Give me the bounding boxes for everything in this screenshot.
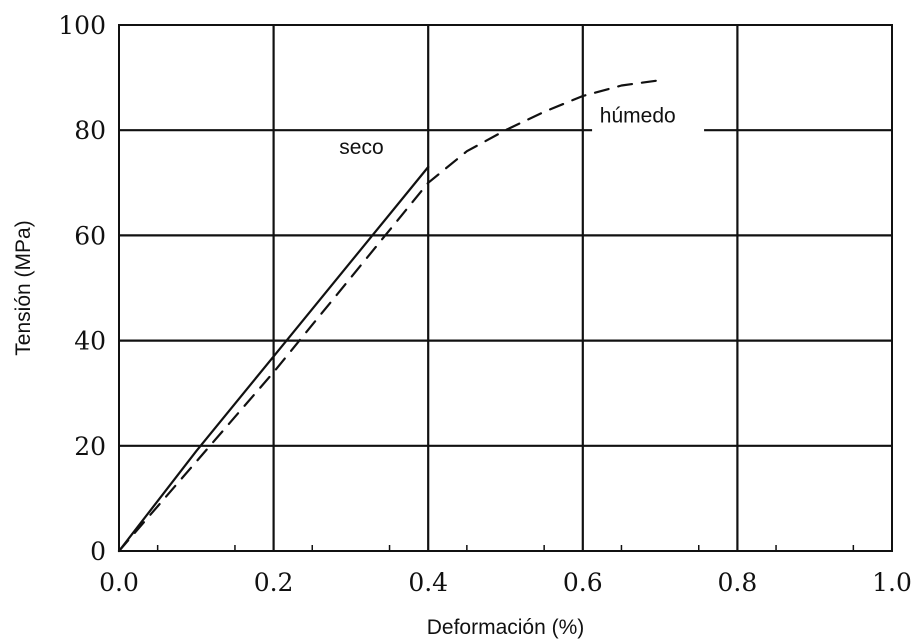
- x-tick-label: 0.6: [563, 568, 603, 597]
- x-tick-label: 0.4: [408, 568, 448, 597]
- grid: [119, 25, 892, 551]
- y-tick-label: 60: [74, 221, 106, 250]
- ticks: 0.0 0.2 0.4 0.6 0.8 1.0 0 20 40 60 80 100: [58, 11, 912, 597]
- x-tick-label: 0.2: [254, 568, 294, 597]
- humedo-label-background: [592, 104, 705, 143]
- plot-frame: [118, 24, 893, 552]
- series-label-humedo: húmedo: [600, 104, 676, 127]
- y-tick-label: 0: [90, 537, 106, 566]
- x-tick-label: 0.8: [718, 568, 758, 597]
- series-lines: [117, 79, 662, 553]
- series-line-seco: [117, 165, 430, 553]
- y-tick-label: 20: [74, 432, 106, 461]
- x-axis-title: Deformación (%): [427, 616, 585, 639]
- y-tick-label: 40: [74, 327, 106, 356]
- series-label-seco: seco: [339, 136, 383, 159]
- x-tick-label: 1.0: [872, 568, 912, 597]
- series-line-humedo: [117, 79, 662, 553]
- y-tick-label: 80: [74, 116, 106, 145]
- x-tick-label: 0.0: [99, 568, 139, 597]
- y-tick-label: 100: [58, 11, 106, 40]
- y-axis-title: Tensión (MPa): [12, 220, 35, 355]
